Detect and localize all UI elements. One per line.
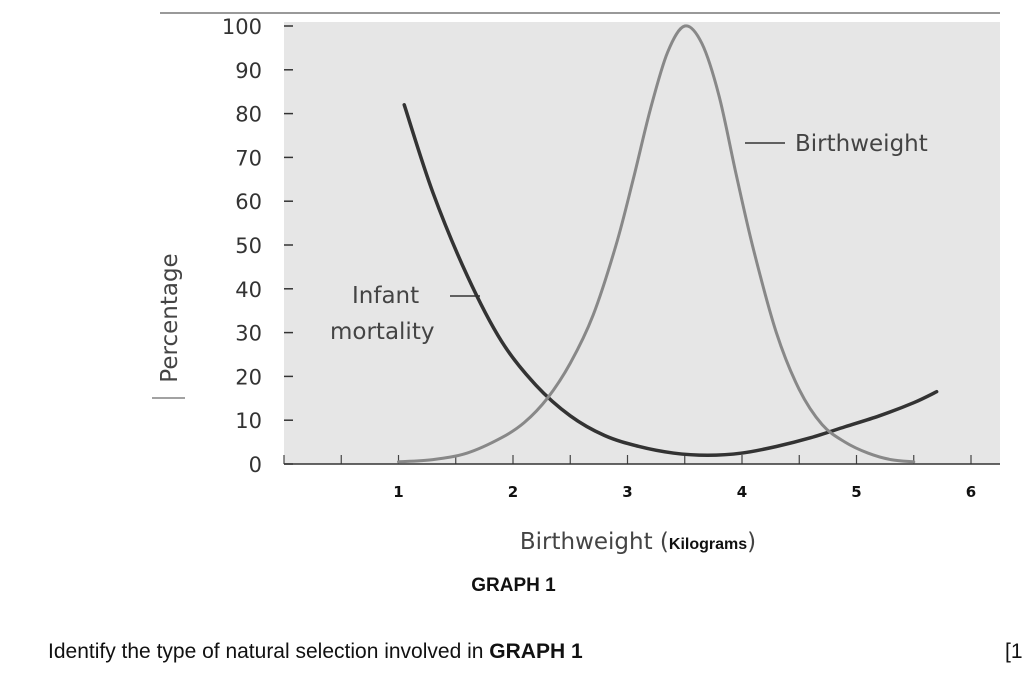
x-axis-label-main: Birthweight — [520, 529, 653, 555]
x-tick-label: 4 — [737, 483, 747, 501]
y-tick-label: 20 — [235, 365, 262, 389]
y-tick-label: 60 — [235, 190, 262, 214]
plot-area-background — [284, 22, 1000, 464]
graph-caption: GRAPH 1 — [471, 575, 556, 596]
y-tick-label: 40 — [235, 278, 262, 302]
y-tick-label: 0 — [249, 453, 262, 477]
infant-mortality-annotation-line2: mortality — [330, 319, 434, 345]
x-axis-label-open-paren: ( — [653, 529, 669, 555]
y-tick-label: 90 — [235, 59, 262, 83]
x-axis-label: Birthweight (Kilograms) — [520, 529, 756, 555]
y-tick-label: 70 — [235, 146, 262, 170]
birthweight-line — [397, 24, 916, 464]
x-tick-label: 2 — [508, 483, 518, 501]
x-axis-label-unit: Kilograms — [669, 536, 747, 553]
x-tick-label: 5 — [851, 483, 861, 501]
question-text: Identify the type of natural selection i… — [48, 640, 583, 664]
question-text-main: Identify the type of natural selection i… — [48, 640, 490, 663]
infant-mortality-annotation-line1: Infant — [352, 283, 419, 309]
question-text-emphasis: GRAPH 1 — [489, 640, 583, 663]
y-tick-label: 100 — [222, 15, 262, 39]
birthweight-annotation: Birthweight — [795, 131, 928, 157]
y-tick-label: 50 — [235, 234, 262, 258]
y-axis-ticks: 0 10 20 30 40 50 60 70 80 90 100 — [222, 15, 293, 477]
x-tick-label: 3 — [622, 483, 632, 501]
x-tick-label: 6 — [966, 483, 976, 501]
y-tick-label: 30 — [235, 322, 262, 346]
question-marks: [1 — [1005, 640, 1023, 663]
x-axis-label-close-paren: ) — [747, 529, 756, 555]
x-tick-label: 1 — [393, 483, 403, 501]
y-axis-label: Percentage — [157, 253, 183, 382]
y-tick-label: 80 — [235, 103, 262, 127]
y-tick-label: 10 — [235, 409, 262, 433]
